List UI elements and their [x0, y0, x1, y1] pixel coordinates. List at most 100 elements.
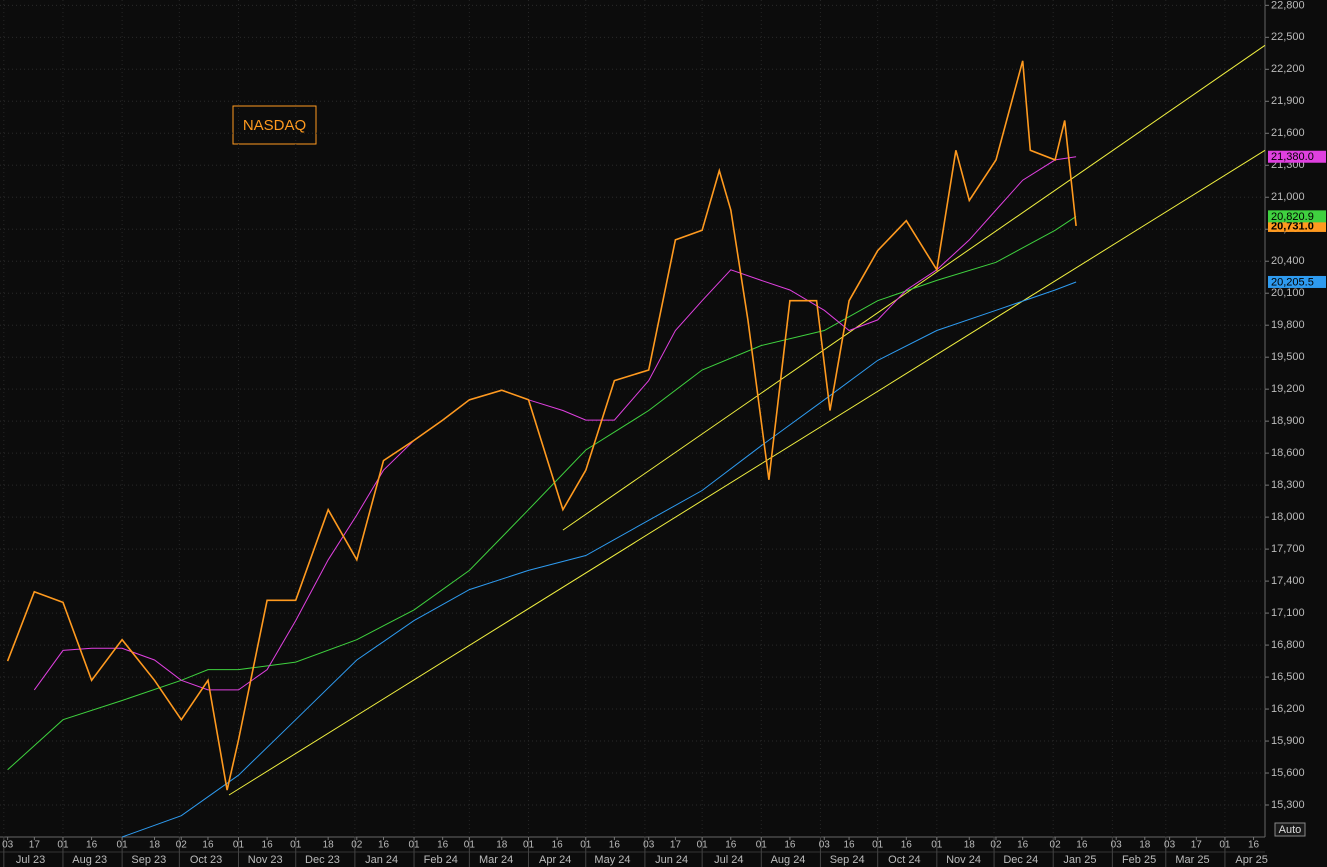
- month-label: Sep 23: [131, 854, 166, 866]
- month-label: Jun 24: [655, 854, 688, 866]
- y-tick-label: 19,500: [1271, 351, 1305, 363]
- trendline: [228, 149, 1266, 796]
- month-label: Jan 25: [1063, 854, 1096, 866]
- moving-average: [7, 215, 1077, 771]
- month-label: Oct 23: [190, 854, 222, 866]
- x-tick-label: 16: [202, 840, 214, 851]
- x-tick-label: 01: [756, 840, 768, 851]
- x-tick-label: 01: [931, 840, 943, 851]
- x-tick-label: 02: [351, 840, 363, 851]
- x-tick-label: 16: [609, 840, 621, 851]
- y-tick-label: 17,100: [1271, 607, 1305, 619]
- x-tick-label: 16: [552, 840, 564, 851]
- x-tick-label: 16: [843, 840, 855, 851]
- y-tick-label: 15,600: [1271, 767, 1305, 779]
- y-tick-label: 15,900: [1271, 735, 1305, 747]
- month-label: Dec 23: [305, 854, 340, 866]
- x-tick-label: 01: [1219, 840, 1231, 851]
- month-label: Mar 25: [1175, 854, 1209, 866]
- trendline: [562, 44, 1266, 531]
- x-tick-label: 03: [1111, 840, 1123, 851]
- value-tag-label: 20,205.5: [1271, 276, 1314, 288]
- x-tick-label: 16: [784, 840, 796, 851]
- y-tick-label: 21,600: [1271, 127, 1305, 139]
- x-tick-label: 16: [378, 840, 390, 851]
- month-label: May 24: [594, 854, 630, 866]
- y-tick-label: 18,900: [1271, 415, 1305, 427]
- x-tick-label: 16: [1017, 840, 1029, 851]
- month-label: Sep 24: [830, 854, 865, 866]
- x-tick-label: 18: [964, 840, 976, 851]
- value-tag: [1268, 275, 1326, 288]
- y-tick-label: 18,600: [1271, 447, 1305, 459]
- x-tick-label: 01: [290, 840, 302, 851]
- x-tick-label: 17: [1191, 840, 1203, 851]
- y-tick-label: 21,000: [1271, 191, 1305, 203]
- x-tick-label: 02: [1050, 840, 1062, 851]
- x-tick-label: 02: [176, 840, 188, 851]
- y-tick-label: 18,300: [1271, 479, 1305, 491]
- month-label: Apr 25: [1235, 854, 1267, 866]
- price-line: [6, 60, 1077, 791]
- month-label: Apr 24: [539, 854, 571, 866]
- month-label: Nov 24: [946, 854, 981, 866]
- auto-button[interactable]: [1274, 822, 1306, 837]
- month-label: Feb 24: [424, 854, 458, 866]
- y-tick-label: 22,500: [1271, 31, 1305, 43]
- x-tick-label: 18: [323, 840, 335, 851]
- y-tick-label: 18,000: [1271, 511, 1305, 523]
- x-tick-label: 01: [523, 840, 535, 851]
- x-tick-label: 01: [697, 840, 709, 851]
- y-tick-label: 22,200: [1271, 63, 1305, 75]
- y-tick-label: 16,500: [1271, 671, 1305, 683]
- month-label: Mar 24: [479, 854, 513, 866]
- value-tag: [1268, 210, 1326, 223]
- x-tick-label: 01: [57, 840, 69, 851]
- x-tick-label: 16: [725, 840, 737, 851]
- x-tick-label: 17: [670, 840, 682, 851]
- value-tag: [1268, 150, 1326, 163]
- month-label: Nov 23: [248, 854, 283, 866]
- x-tick-label: 02: [990, 840, 1002, 851]
- month-label: Oct 24: [888, 854, 920, 866]
- auto-button-label[interactable]: Auto: [1279, 824, 1302, 836]
- moving-average: [33, 156, 1077, 691]
- y-tick-label: 17,700: [1271, 543, 1305, 555]
- value-tag-label: 21,380.0: [1271, 151, 1314, 163]
- x-tick-label: 18: [1139, 840, 1151, 851]
- value-tag-label: 20,731.0: [1271, 220, 1314, 232]
- x-tick-label: 01: [408, 840, 420, 851]
- x-tick-label: 01: [580, 840, 592, 851]
- month-label: Aug 23: [72, 854, 107, 866]
- month-label: Dec 24: [1003, 854, 1038, 866]
- x-tick-label: 18: [149, 840, 161, 851]
- y-tick-label: 20,100: [1271, 287, 1305, 299]
- annotation-box: [232, 105, 317, 145]
- x-tick-label: 03: [819, 840, 831, 851]
- x-tick-label: 03: [2, 840, 14, 851]
- x-tick-label: 01: [872, 840, 884, 851]
- month-label: Aug 24: [771, 854, 806, 866]
- y-tick-label: 20,400: [1271, 255, 1305, 267]
- x-tick-label: 16: [262, 840, 274, 851]
- value-tag-label: 20,820.9: [1271, 211, 1314, 223]
- x-tick-label: 16: [901, 840, 913, 851]
- annotation: NASDAQ: [243, 117, 306, 134]
- x-tick-label: 16: [1248, 840, 1260, 851]
- y-tick-label: 17,400: [1271, 575, 1305, 587]
- x-tick-label: 03: [1164, 840, 1176, 851]
- month-label: Feb 25: [1122, 854, 1156, 866]
- y-tick-label: 16,800: [1271, 639, 1305, 651]
- x-tick-label: 01: [464, 840, 476, 851]
- month-label: Jul 24: [714, 854, 743, 866]
- y-tick-label: 19,800: [1271, 319, 1305, 331]
- x-tick-label: 17: [29, 840, 41, 851]
- y-tick-label: 19,200: [1271, 383, 1305, 395]
- value-tag: [1268, 219, 1326, 232]
- y-tick-label: 15,300: [1271, 799, 1305, 811]
- x-tick-label: 16: [86, 840, 98, 851]
- month-label: Jan 24: [365, 854, 398, 866]
- x-tick-label: 16: [1076, 840, 1088, 851]
